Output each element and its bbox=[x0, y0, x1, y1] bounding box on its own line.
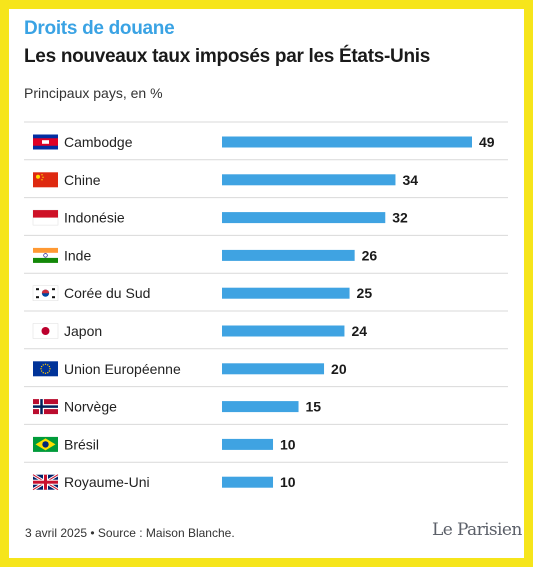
source-note: 3 avril 2025 • Source : Maison Blanche. bbox=[25, 526, 235, 540]
value-label: 25 bbox=[357, 285, 373, 301]
chart-subtitle: Principaux pays, en % bbox=[24, 85, 163, 101]
country-label: Union Européenne bbox=[64, 361, 181, 377]
flag-japan-icon bbox=[32, 323, 59, 339]
bar bbox=[222, 401, 299, 413]
flag-south-korea-icon bbox=[32, 285, 59, 301]
bar bbox=[222, 363, 325, 375]
value-label: 24 bbox=[351, 323, 367, 339]
flag-eu-icon bbox=[33, 361, 58, 377]
flag-brazil-icon bbox=[33, 436, 58, 452]
flag-cambodia-icon bbox=[33, 134, 58, 150]
country-label: Corée du Sud bbox=[64, 285, 150, 301]
value-label: 10 bbox=[280, 474, 296, 490]
bar bbox=[222, 174, 396, 186]
value-label: 20 bbox=[331, 361, 347, 377]
flag-uk-icon bbox=[32, 473, 59, 491]
value-label: 10 bbox=[280, 436, 296, 452]
kicker: Droits de douane bbox=[24, 18, 175, 39]
value-label: 26 bbox=[362, 247, 378, 263]
bar bbox=[222, 476, 274, 488]
chart-title: Les nouveaux taux imposés par les États-… bbox=[24, 46, 430, 67]
bar bbox=[222, 287, 350, 299]
value-label: 49 bbox=[479, 134, 495, 150]
country-label: Royaume-Uni bbox=[64, 474, 150, 490]
bar bbox=[222, 212, 386, 224]
bar bbox=[222, 325, 345, 337]
bar bbox=[222, 438, 274, 450]
country-label: Brésil bbox=[64, 436, 99, 452]
country-label: Indonésie bbox=[64, 210, 125, 226]
value-label: 15 bbox=[306, 399, 322, 415]
country-label: Chine bbox=[64, 172, 101, 188]
flag-india-icon bbox=[33, 247, 58, 263]
country-label: Cambodge bbox=[64, 134, 133, 150]
country-label: Inde bbox=[64, 247, 91, 263]
flag-norway-icon bbox=[33, 399, 58, 415]
le-parisien-logo: Le Parisien bbox=[432, 520, 522, 540]
bar bbox=[222, 249, 355, 261]
value-label: 32 bbox=[392, 210, 408, 226]
value-label: 34 bbox=[402, 172, 418, 188]
flag-china-icon bbox=[33, 172, 58, 188]
country-label: Japon bbox=[64, 323, 102, 339]
bar bbox=[222, 136, 472, 148]
country-label: Norvège bbox=[64, 399, 117, 415]
flag-indonesia-icon bbox=[32, 209, 59, 226]
